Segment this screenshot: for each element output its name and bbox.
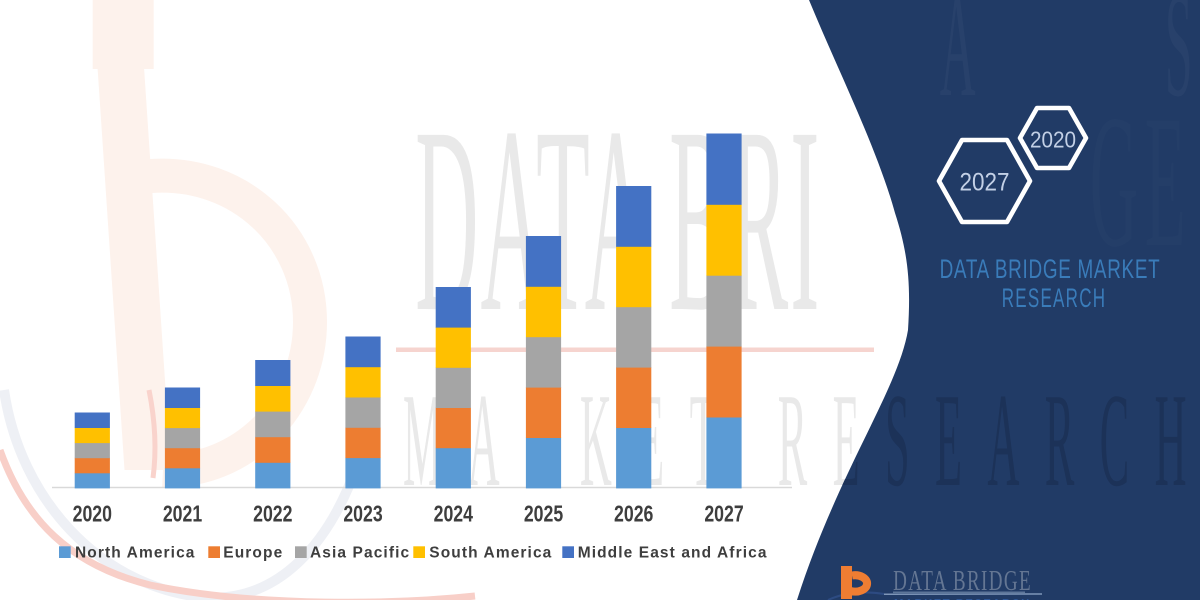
svg-text:2026: 2026 bbox=[614, 501, 653, 527]
svg-text:2025: 2025 bbox=[524, 501, 563, 527]
svg-text:2023: 2023 bbox=[343, 501, 382, 527]
svg-text:DATA BRIDGE MARKET: DATA BRIDGE MARKET bbox=[940, 254, 1161, 284]
svg-text:2020: 2020 bbox=[73, 501, 112, 527]
svg-text:Middle East and Africa: Middle East and Africa bbox=[578, 545, 768, 562]
svg-text:S: S bbox=[1165, 0, 1193, 129]
svg-text:RESEARCH: RESEARCH bbox=[1002, 283, 1107, 313]
svg-text:2021: 2021 bbox=[163, 501, 202, 527]
svg-text:2020: 2020 bbox=[1030, 126, 1076, 152]
svg-text:2024: 2024 bbox=[434, 501, 474, 527]
svg-text:Europe: Europe bbox=[223, 545, 283, 562]
svg-text:A: A bbox=[940, 0, 976, 129]
svg-text:South America: South America bbox=[429, 545, 552, 562]
svg-text:2027: 2027 bbox=[704, 501, 743, 527]
svg-text:MARKET RESEARCH: MARKET RESEARCH bbox=[894, 595, 1031, 600]
svg-text:2022: 2022 bbox=[253, 501, 292, 527]
svg-text:North America: North America bbox=[75, 545, 196, 562]
svg-text:2027: 2027 bbox=[959, 168, 1009, 196]
svg-text:Asia Pacific: Asia Pacific bbox=[310, 545, 410, 562]
